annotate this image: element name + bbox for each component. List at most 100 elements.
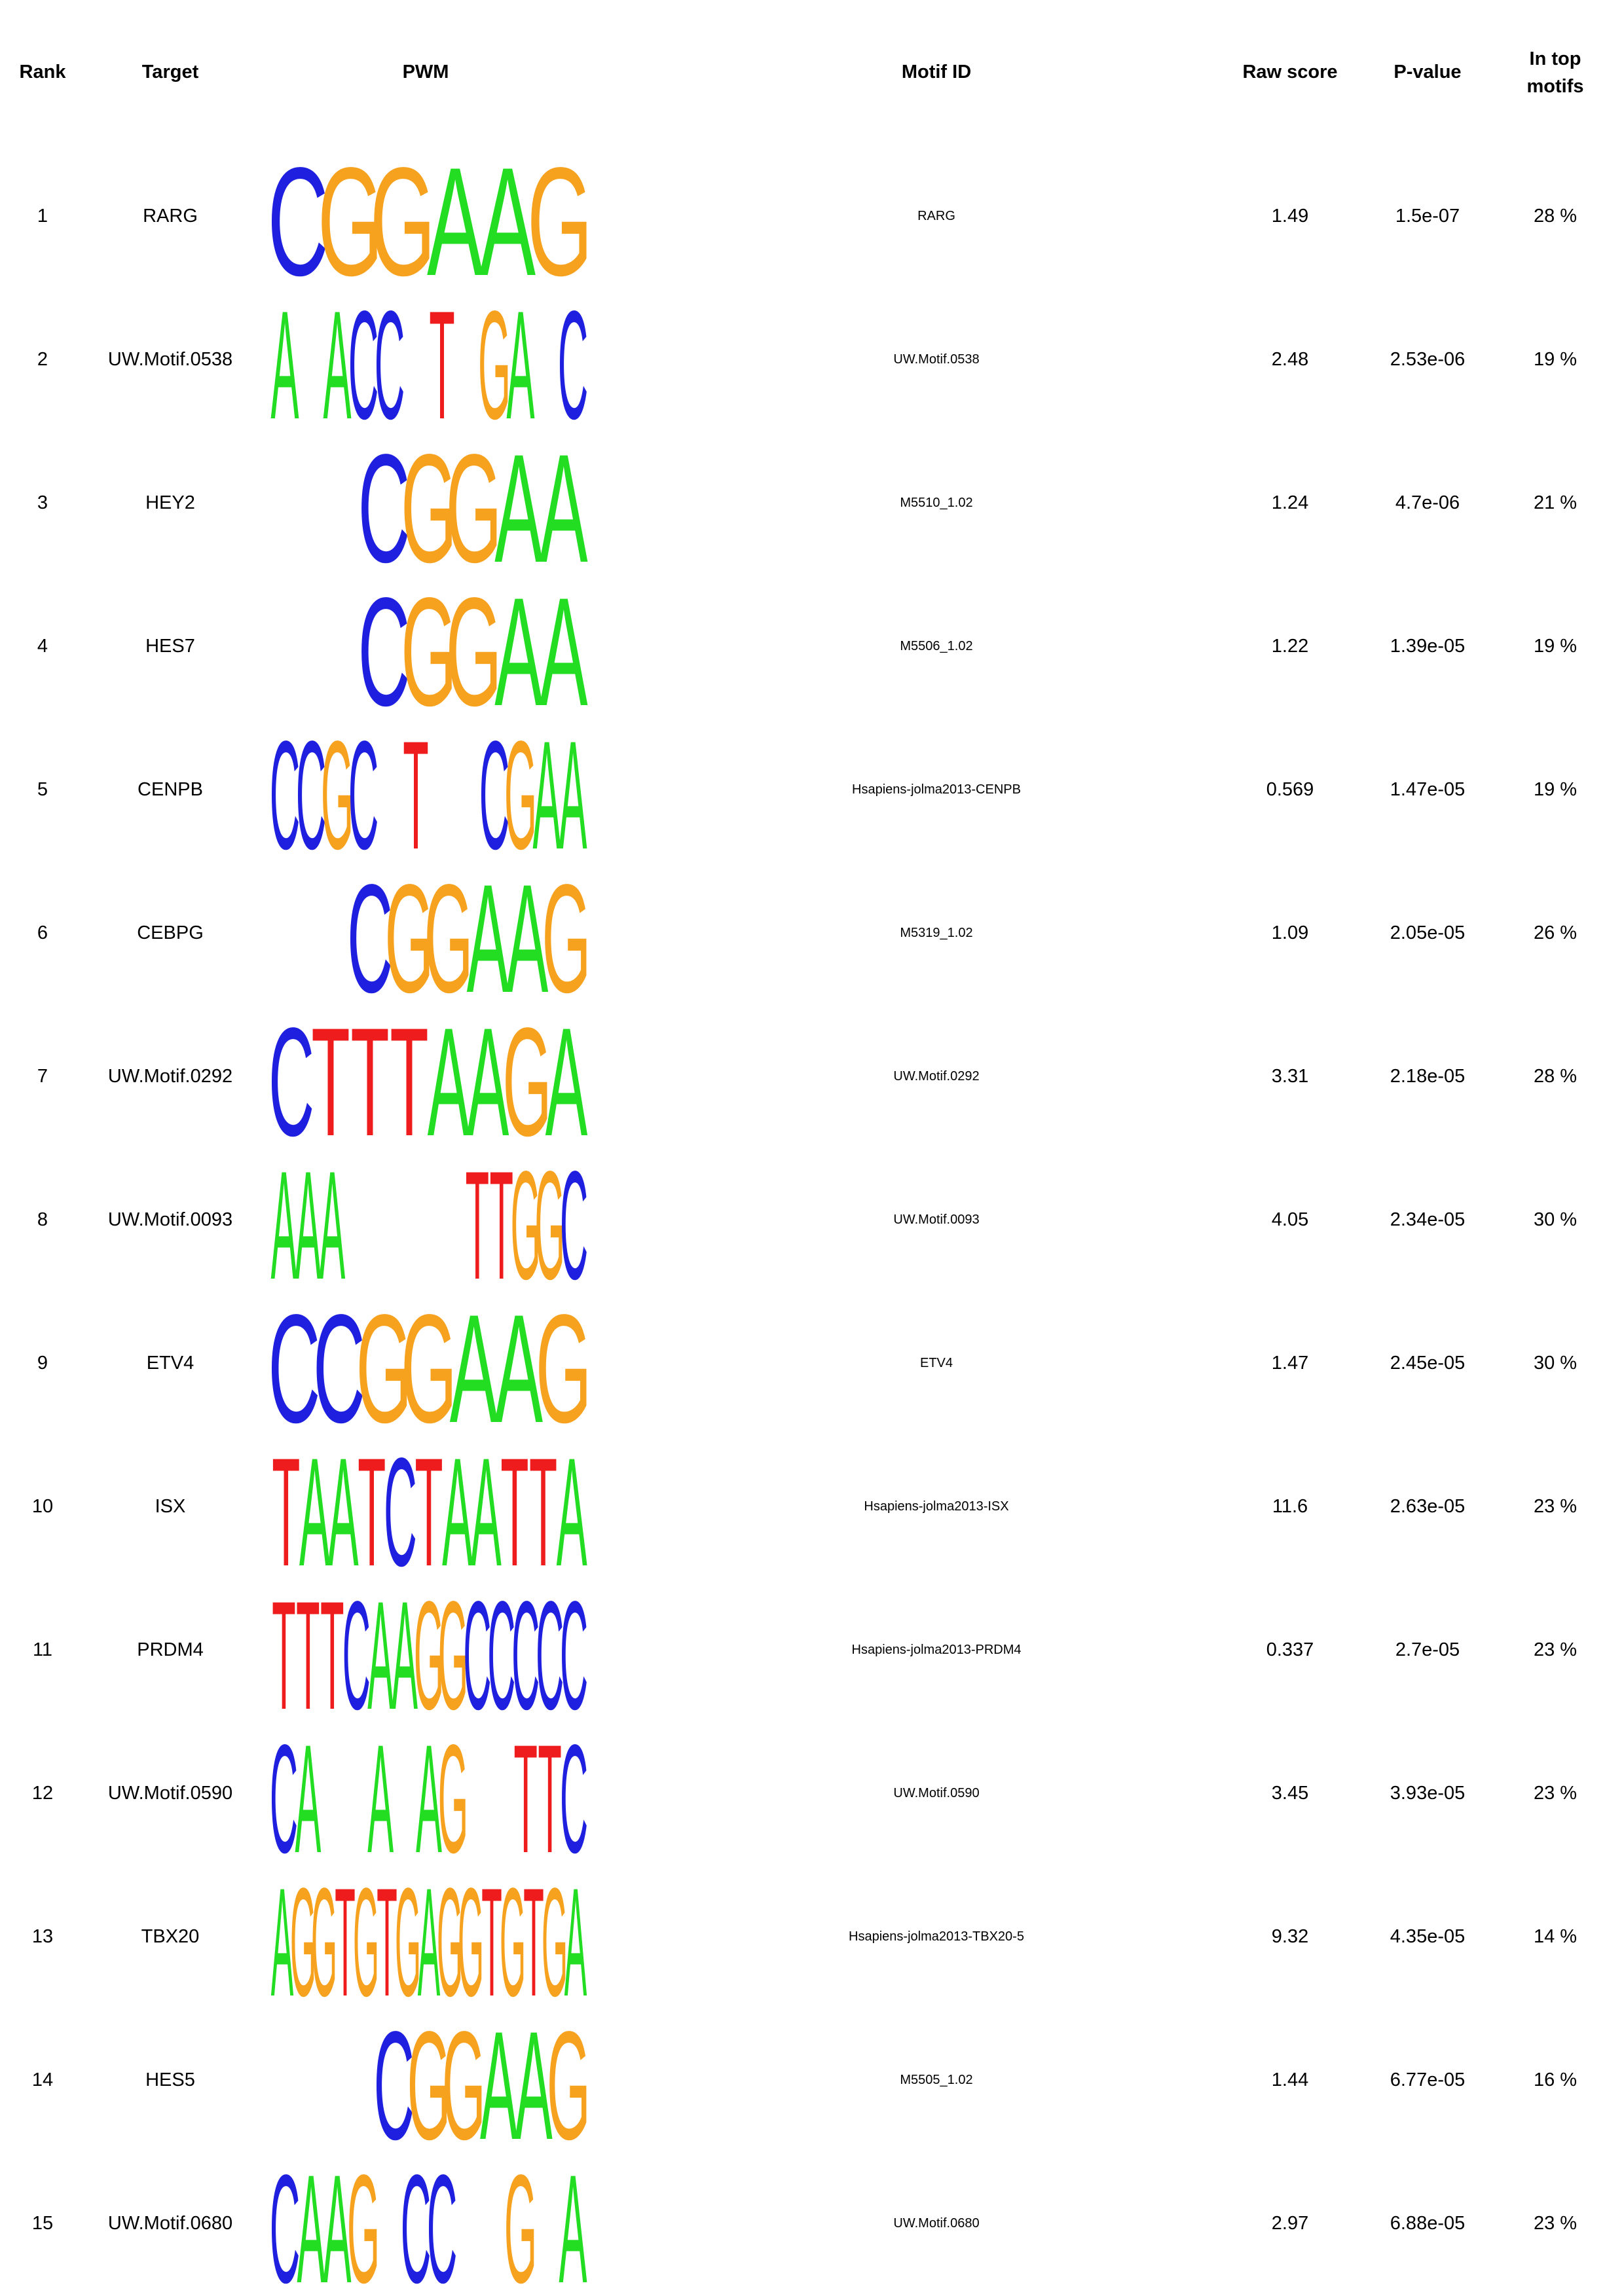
logo-letter: C bbox=[384, 1425, 417, 1598]
logo-letter: A bbox=[442, 1425, 473, 1598]
logo-letter: C bbox=[347, 853, 393, 1025]
p-value-cell: 2.7e-05 bbox=[1395, 1639, 1460, 1660]
logo-letter: G bbox=[542, 1856, 568, 2029]
header-in-top-line1: In top bbox=[1529, 48, 1581, 69]
logo-letter: A bbox=[557, 1425, 587, 1598]
p-value-cell: 6.88e-05 bbox=[1390, 2213, 1466, 2234]
logo-letter: C bbox=[348, 708, 379, 882]
raw-score-cell: 0.337 bbox=[1266, 1639, 1314, 1660]
logo-letter: G bbox=[438, 1713, 468, 1885]
raw-score-cell: 1.24 bbox=[1271, 492, 1309, 513]
logo-letter: C bbox=[342, 1569, 371, 1741]
target-cell: UW.Motif.0292 bbox=[107, 1066, 233, 1087]
logo-letter: T bbox=[335, 1856, 356, 2029]
p-value-cell: 2.63e-05 bbox=[1390, 1496, 1466, 1517]
p-value-cell: 4.7e-06 bbox=[1395, 492, 1460, 513]
logo-letter: G bbox=[534, 1139, 564, 1311]
logo-letter: G bbox=[401, 1283, 457, 1455]
target-cell: RARG bbox=[143, 206, 198, 227]
logo-letter: C bbox=[375, 278, 405, 452]
p-value-cell: 2.34e-05 bbox=[1390, 1209, 1466, 1230]
logo-letter: A bbox=[427, 136, 483, 308]
target-cell: HEY2 bbox=[145, 492, 195, 513]
logo-letter: T bbox=[390, 996, 428, 1169]
rank-cell: 3 bbox=[37, 492, 48, 513]
logo-letter: A bbox=[392, 1569, 418, 1741]
rank-cell: 10 bbox=[31, 1496, 54, 1517]
rank-cell: 12 bbox=[31, 1783, 54, 1804]
p-value-cell: 2.18e-05 bbox=[1390, 1066, 1466, 1087]
logo-letter: A bbox=[494, 1283, 543, 1455]
target-cell: HES5 bbox=[145, 2069, 195, 2090]
target-cell: UW.Motif.0680 bbox=[107, 2213, 233, 2234]
logo-letter: A bbox=[299, 1425, 330, 1598]
logo-letter: G bbox=[542, 853, 591, 1025]
target-cell: UW.Motif.0590 bbox=[107, 1783, 233, 1804]
logo-letter: A bbox=[559, 708, 587, 882]
raw-score-cell: 1.49 bbox=[1271, 206, 1309, 227]
logo-letter: C bbox=[270, 708, 301, 882]
motif-id-cell: UW.Motif.0292 bbox=[893, 1069, 980, 1084]
logo-letter: G bbox=[527, 136, 593, 308]
logo-letter: G bbox=[424, 853, 473, 1025]
rank-cell: 13 bbox=[31, 1926, 54, 1947]
motif-id-cell: UW.Motif.0680 bbox=[893, 2216, 980, 2231]
raw-score-cell: 1.09 bbox=[1271, 922, 1309, 943]
target-cell: ISX bbox=[155, 1496, 186, 1517]
header-raw-score: Raw score bbox=[1242, 62, 1338, 82]
header-target: Target bbox=[141, 62, 199, 82]
logo-letter: T bbox=[529, 1425, 557, 1598]
header-p-value: P-value bbox=[1393, 62, 1462, 82]
logo-letter: G bbox=[384, 853, 434, 1025]
rank-cell: 6 bbox=[37, 922, 48, 943]
motif-id-cell: Hsapiens-jolma2013-ISX bbox=[864, 1499, 1009, 1514]
p-value-cell: 3.93e-05 bbox=[1390, 1783, 1466, 1804]
logo-letter: G bbox=[500, 1856, 526, 2029]
logo-letter: A bbox=[367, 1713, 394, 1885]
rank-cell: 15 bbox=[31, 2213, 54, 2234]
logo-letter: A bbox=[515, 1999, 553, 2172]
logo-letter: T bbox=[311, 996, 350, 1169]
logo-letter: A bbox=[479, 136, 536, 308]
motif-id-cell: M5319_1.02 bbox=[900, 926, 973, 940]
raw-score-cell: 2.48 bbox=[1271, 349, 1309, 370]
logo-letter: A bbox=[494, 566, 543, 738]
rank-cell: 14 bbox=[31, 2069, 54, 2090]
logo-letter: T bbox=[350, 996, 389, 1169]
logo-letter: A bbox=[450, 1283, 498, 1455]
logo-letter: A bbox=[540, 422, 588, 595]
p-value-cell: 1.47e-05 bbox=[1390, 779, 1466, 800]
p-value-cell: 1.5e-07 bbox=[1395, 206, 1460, 227]
logo-letter: T bbox=[320, 1569, 344, 1741]
logo-letter: T bbox=[500, 1425, 528, 1598]
motif-id-cell: Hsapiens-jolma2013-CENPB bbox=[852, 782, 1021, 797]
raw-score-cell: 3.45 bbox=[1271, 1783, 1309, 1804]
logo-letter: T bbox=[272, 1425, 300, 1598]
logo-letter: T bbox=[403, 708, 428, 882]
in-top-motifs-cell: 23 % bbox=[1533, 2213, 1578, 2234]
logo-letter: A bbox=[416, 1713, 442, 1885]
rank-cell: 2 bbox=[37, 349, 48, 370]
logo-letter: C bbox=[536, 1569, 564, 1741]
logo-letter: A bbox=[323, 2142, 351, 2296]
logo-letter: G bbox=[442, 1999, 486, 2172]
logo-letter: A bbox=[295, 1713, 322, 1885]
logo-letter: C bbox=[511, 1569, 540, 1741]
in-top-motifs-cell: 19 % bbox=[1533, 349, 1578, 370]
logo-letter: T bbox=[538, 1713, 561, 1885]
motif-id-cell: M5510_1.02 bbox=[900, 496, 973, 510]
logo-letter: G bbox=[353, 1856, 379, 2029]
logo-letter: T bbox=[296, 1569, 320, 1741]
in-top-motifs-cell: 30 % bbox=[1533, 1353, 1578, 1374]
motif-id-cell: M5506_1.02 bbox=[900, 639, 973, 653]
in-top-motifs-cell: 19 % bbox=[1533, 779, 1578, 800]
logo-letter: G bbox=[458, 1856, 484, 2029]
logo-letter: G bbox=[536, 1283, 592, 1455]
logo-letter: C bbox=[427, 2142, 458, 2296]
logo-letter: C bbox=[358, 566, 410, 738]
